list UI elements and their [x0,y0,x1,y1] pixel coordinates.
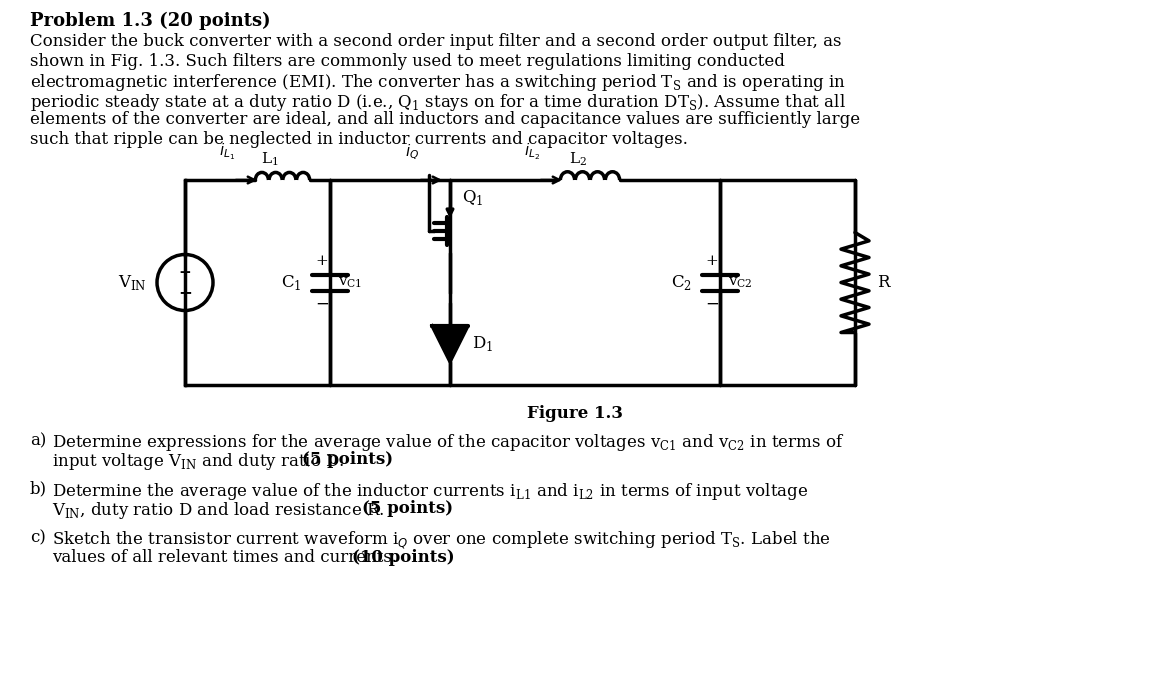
Text: (5 points): (5 points) [363,500,453,518]
Text: electromagnetic interference (EMI). The converter has a switching period T$_\mat: electromagnetic interference (EMI). The … [30,72,846,93]
Text: periodic steady state at a duty ratio D (i.e., Q$_\mathregular{1}$ stays on for : periodic steady state at a duty ratio D … [30,92,846,112]
Text: C$_\mathregular{2}$: C$_\mathregular{2}$ [671,273,692,292]
Text: V$_\mathregular{IN}$, duty ratio D and load resistance R.: V$_\mathregular{IN}$, duty ratio D and l… [52,500,386,521]
Text: R: R [877,274,890,291]
Text: input voltage V$_\mathregular{IN}$ and duty ratio D.: input voltage V$_\mathregular{IN}$ and d… [52,451,346,473]
Text: $i_Q$: $i_Q$ [405,143,419,162]
Text: v$_\mathregular{C1}$: v$_\mathregular{C1}$ [338,275,363,290]
Text: v$_\mathregular{C2}$: v$_\mathregular{C2}$ [727,275,753,290]
Text: L$_\mathregular{1}$: L$_\mathregular{1}$ [261,150,279,168]
Text: Q$_\mathregular{1}$: Q$_\mathregular{1}$ [462,188,483,207]
Text: Determine the average value of the inductor currents i$_\mathregular{L1}$ and i$: Determine the average value of the induc… [52,481,808,502]
Text: c): c) [30,529,46,546]
Text: (10 points): (10 points) [352,549,455,566]
Text: shown in Fig. 1.3. Such filters are commonly used to meet regulations limiting c: shown in Fig. 1.3. Such filters are comm… [30,52,785,70]
Text: Consider the buck converter with a second order input filter and a second order : Consider the buck converter with a secon… [30,33,841,50]
Text: −: − [315,296,329,313]
Text: values of all relevant times and currents.: values of all relevant times and current… [52,549,403,566]
Text: Sketch the transistor current waveform i$_Q$ over one complete switching period : Sketch the transistor current waveform i… [52,529,831,551]
Text: Problem 1.3 (20 points): Problem 1.3 (20 points) [30,12,270,30]
Text: elements of the converter are ideal, and all inductors and capacitance values ar: elements of the converter are ideal, and… [30,111,860,128]
Text: L$_\mathregular{2}$: L$_\mathregular{2}$ [569,150,587,168]
Text: $i_{L_2}$: $i_{L_2}$ [524,141,540,162]
Text: $i_{L_1}$: $i_{L_1}$ [219,141,235,162]
Text: C$_\mathregular{1}$: C$_\mathregular{1}$ [281,273,302,292]
Text: +: + [315,253,328,268]
Text: Determine expressions for the average value of the capacitor voltages v$_\mathre: Determine expressions for the average va… [52,432,845,453]
Polygon shape [432,326,468,362]
Text: +: + [178,266,191,279]
Text: b): b) [30,481,47,497]
Text: −: − [178,284,192,301]
Text: −: − [706,296,719,313]
Text: D$_\mathregular{1}$: D$_\mathregular{1}$ [472,334,494,353]
Text: +: + [706,253,718,268]
Text: such that ripple can be neglected in inductor currents and capacitor voltages.: such that ripple can be neglected in ind… [30,130,688,148]
Text: V$_\mathregular{IN}$: V$_\mathregular{IN}$ [119,273,147,292]
Text: Figure 1.3: Figure 1.3 [527,405,623,422]
Text: (5 points): (5 points) [302,451,394,469]
Text: a): a) [30,432,46,449]
